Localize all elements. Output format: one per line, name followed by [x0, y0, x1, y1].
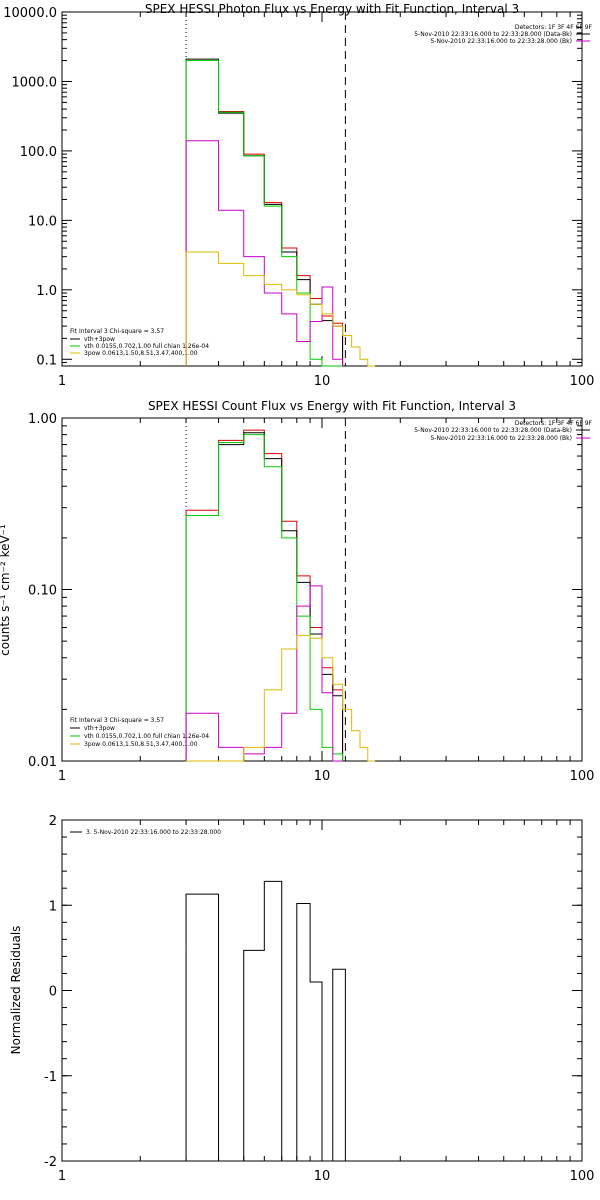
y-tick-label: 1.00 — [28, 412, 57, 427]
photon-flux-title: SPEX HESSI Photon Flux vs Energy with Fi… — [145, 2, 519, 16]
thermal-histogram — [185, 434, 344, 761]
legend-data-label-2: 5-Nov-2010 22:33:16.000 to 22:33:28.000 … — [414, 427, 572, 434]
y-tick-label: 0 — [49, 985, 57, 1000]
y-tick-label: 1.0 — [36, 284, 57, 299]
photon-flux-panel: SPEX HESSI Photon Flux vs Energy with Fi… — [3, 2, 594, 389]
count-flux-ylabel: counts s⁻¹ cm⁻² keV⁻¹ — [0, 524, 12, 656]
data-histogram — [185, 60, 344, 366]
data-histogram — [185, 429, 344, 761]
fit-line-1-2: vth+3pow — [84, 725, 115, 732]
x-tick-label: 1 — [58, 374, 66, 389]
fit-line-3-2: 3pow 0.0613,1.50,8.51,3.47,400,1.00 — [84, 741, 198, 748]
power_law-histogram — [186, 634, 376, 762]
y-tick-label: 2 — [49, 814, 57, 829]
x-tick-label: 1 — [58, 769, 66, 784]
y-tick-label: 10.0 — [28, 214, 57, 229]
x-tick-label: 10 — [314, 769, 331, 784]
y-tick-label: 1 — [49, 899, 57, 914]
x-tick-label: 10 — [314, 374, 331, 389]
residual-histogram — [185, 880, 346, 1162]
y-tick-label: 0.1 — [36, 353, 57, 368]
fit-line-2: vth 0.0155,0.702,1.00 full chian 1.26e-0… — [84, 343, 209, 350]
fit-header-label: Fit Interval 3 Chi-square = 3.57 — [70, 328, 164, 335]
y-tick-label: 0.10 — [28, 584, 57, 599]
count-flux-title: SPEX HESSI Count Flux vs Energy with Fit… — [148, 399, 516, 413]
x-tick-label: 1 — [58, 1169, 66, 1184]
y-tick-label: 0.01 — [28, 755, 57, 770]
count-flux-panel: SPEX HESSI Count Flux vs Energy with Fit… — [0, 399, 594, 784]
fit-line-1: vth+3pow — [84, 336, 115, 343]
residuals-panel: 3. 5-Nov-2010 22:33:16.000 to 22:33:28.0… — [9, 814, 594, 1184]
detectors-label: Detectors: 1F 3F 4F 6F 9F — [515, 24, 593, 31]
residual-legend-label: 3. 5-Nov-2010 22:33:16.000 to 22:33:28.0… — [86, 829, 221, 836]
power_law-histogram — [185, 251, 376, 367]
y-tick-label: -1 — [44, 1070, 57, 1085]
y-tick-label: 1000.0 — [12, 75, 58, 90]
y-tick-label: -2 — [44, 1155, 57, 1170]
legend-data-label: 5-Nov-2010 22:33:16.000 to 22:33:28.000 … — [414, 31, 572, 38]
fit_total-histogram — [185, 58, 344, 366]
background-histogram — [185, 585, 343, 762]
y-tick-label: 10000.0 — [3, 6, 57, 21]
x-tick-label: 100 — [570, 1169, 595, 1184]
background-histogram — [185, 140, 344, 366]
fit-line-3: 3pow 0.0613,1.50,8.51,3.47,400,1.00 — [84, 350, 198, 357]
legend-bk-label: 5-Nov-2010 22:33:16.000 to 22:33:28.000 … — [430, 38, 572, 45]
x-tick-label: 10 — [314, 1169, 331, 1184]
y-tick-label: 100.0 — [20, 145, 57, 160]
legend-bk-label-2: 5-Nov-2010 22:33:16.000 to 22:33:28.000 … — [430, 435, 572, 442]
x-tick-label: 100 — [570, 769, 595, 784]
detectors-label-2: Detectors: 1F 3F 4F 6F 9F — [515, 420, 593, 427]
fit-header-label-2: Fit Interval 3 Chi-square = 3.57 — [70, 717, 164, 724]
residuals-ylabel: Normalized Residuals — [9, 926, 23, 1055]
fit-line-2-2: vth 0.0155,0.702,1.00 full chian 1.26e-0… — [84, 733, 209, 740]
thermal-histogram — [185, 60, 343, 367]
x-tick-label: 100 — [570, 374, 595, 389]
fit_total-histogram — [185, 432, 344, 761]
